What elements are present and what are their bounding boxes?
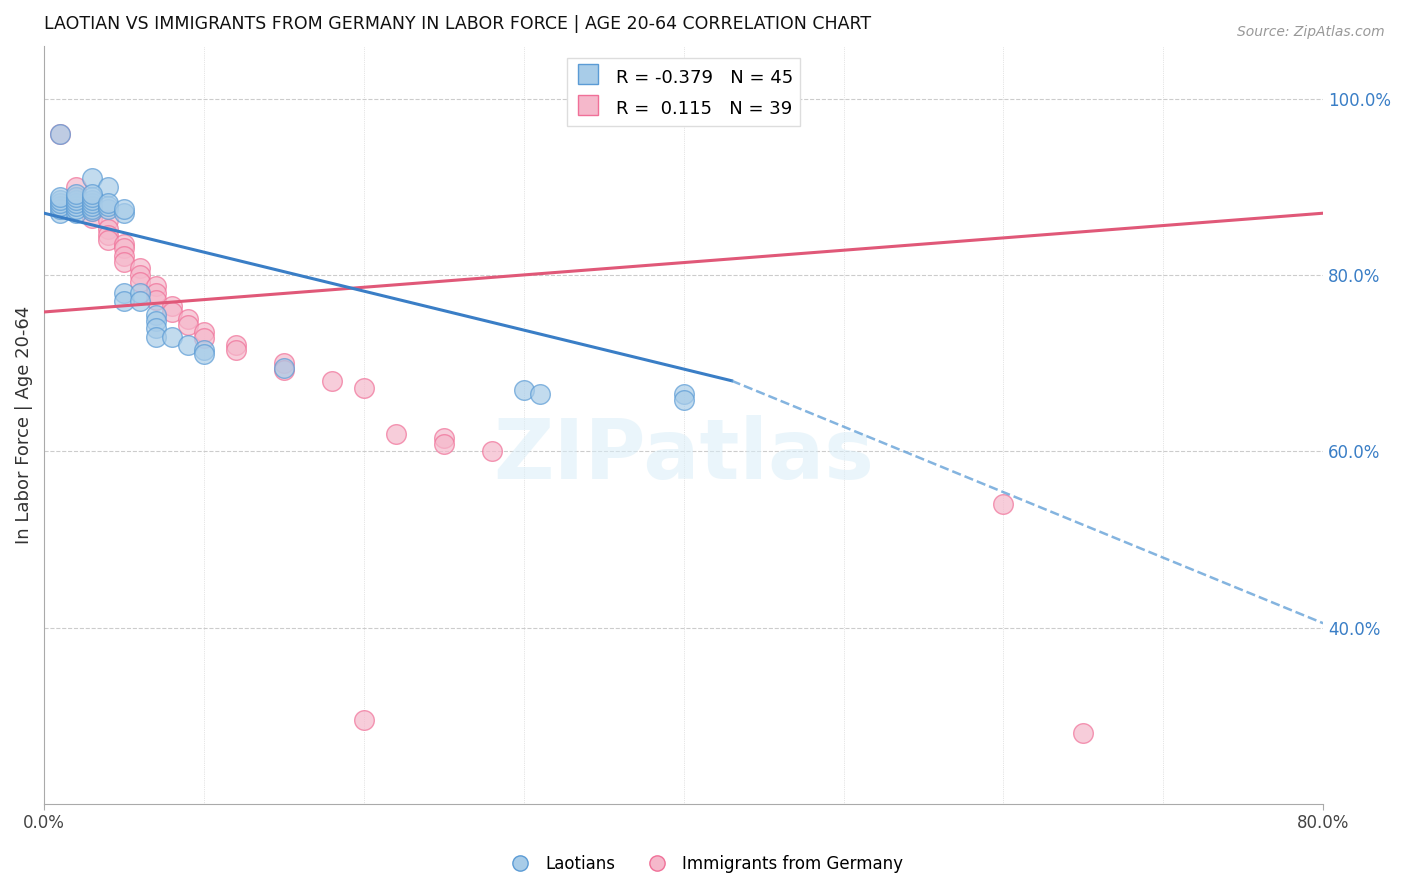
Point — [112, 248, 135, 262]
Point — [273, 363, 295, 377]
Point — [97, 213, 120, 227]
Point — [112, 202, 135, 216]
Point — [177, 318, 200, 333]
Point — [97, 202, 120, 216]
Point — [145, 314, 167, 328]
Point — [145, 293, 167, 307]
Point — [225, 338, 247, 352]
Point — [529, 387, 551, 401]
Point — [672, 393, 695, 408]
Point — [80, 199, 103, 213]
Point — [273, 356, 295, 370]
Point — [49, 202, 72, 216]
Point — [65, 186, 87, 201]
Point — [112, 285, 135, 300]
Text: Source: ZipAtlas.com: Source: ZipAtlas.com — [1237, 25, 1385, 39]
Point — [129, 275, 152, 289]
Point — [97, 179, 120, 194]
Point — [80, 211, 103, 225]
Point — [65, 206, 87, 220]
Point — [80, 204, 103, 219]
Point — [49, 127, 72, 141]
Point — [65, 190, 87, 204]
Point — [321, 374, 343, 388]
Point — [112, 237, 135, 252]
Point — [672, 387, 695, 401]
Point — [112, 294, 135, 309]
Point — [112, 242, 135, 256]
Point — [145, 329, 167, 343]
Point — [97, 228, 120, 243]
Point — [513, 383, 536, 397]
Point — [80, 193, 103, 207]
Point — [129, 260, 152, 275]
Point — [80, 199, 103, 213]
Point — [129, 285, 152, 300]
Point — [97, 195, 120, 210]
Point — [145, 308, 167, 322]
Point — [112, 254, 135, 268]
Point — [49, 199, 72, 213]
Point — [49, 206, 72, 220]
Text: ZIPatlas: ZIPatlas — [494, 415, 875, 496]
Point — [193, 343, 215, 357]
Point — [273, 360, 295, 375]
Point — [65, 202, 87, 216]
Point — [353, 381, 375, 395]
Point — [433, 431, 456, 445]
Point — [80, 170, 103, 185]
Point — [993, 497, 1015, 511]
Point — [129, 268, 152, 282]
Point — [177, 338, 200, 352]
Point — [353, 713, 375, 727]
Point — [129, 294, 152, 309]
Point — [1071, 726, 1094, 740]
Point — [225, 343, 247, 357]
Point — [49, 193, 72, 207]
Text: LAOTIAN VS IMMIGRANTS FROM GERMANY IN LABOR FORCE | AGE 20-64 CORRELATION CHART: LAOTIAN VS IMMIGRANTS FROM GERMANY IN LA… — [44, 15, 872, 33]
Point — [145, 278, 167, 293]
Legend: R = -0.379   N = 45, R =  0.115   N = 39: R = -0.379 N = 45, R = 0.115 N = 39 — [567, 59, 800, 126]
Point — [193, 347, 215, 361]
Point — [49, 190, 72, 204]
Point — [80, 190, 103, 204]
Point — [49, 195, 72, 210]
Point — [80, 186, 103, 201]
Point — [160, 329, 183, 343]
Point — [160, 305, 183, 319]
Point — [481, 444, 503, 458]
Point — [177, 312, 200, 326]
Point — [65, 193, 87, 207]
Point — [112, 206, 135, 220]
Y-axis label: In Labor Force | Age 20-64: In Labor Force | Age 20-64 — [15, 306, 32, 544]
Point — [80, 202, 103, 216]
Point — [65, 190, 87, 204]
Point — [145, 285, 167, 300]
Point — [80, 204, 103, 219]
Point — [385, 426, 408, 441]
Point — [145, 321, 167, 335]
Point — [65, 195, 87, 210]
Point — [97, 199, 120, 213]
Point — [80, 195, 103, 210]
Point — [193, 325, 215, 339]
Point — [65, 199, 87, 213]
Point — [433, 437, 456, 451]
Point — [193, 331, 215, 345]
Point — [65, 179, 87, 194]
Legend: Laotians, Immigrants from Germany: Laotians, Immigrants from Germany — [496, 848, 910, 880]
Point — [97, 233, 120, 247]
Point — [49, 127, 72, 141]
Point — [160, 299, 183, 313]
Point — [97, 222, 120, 236]
